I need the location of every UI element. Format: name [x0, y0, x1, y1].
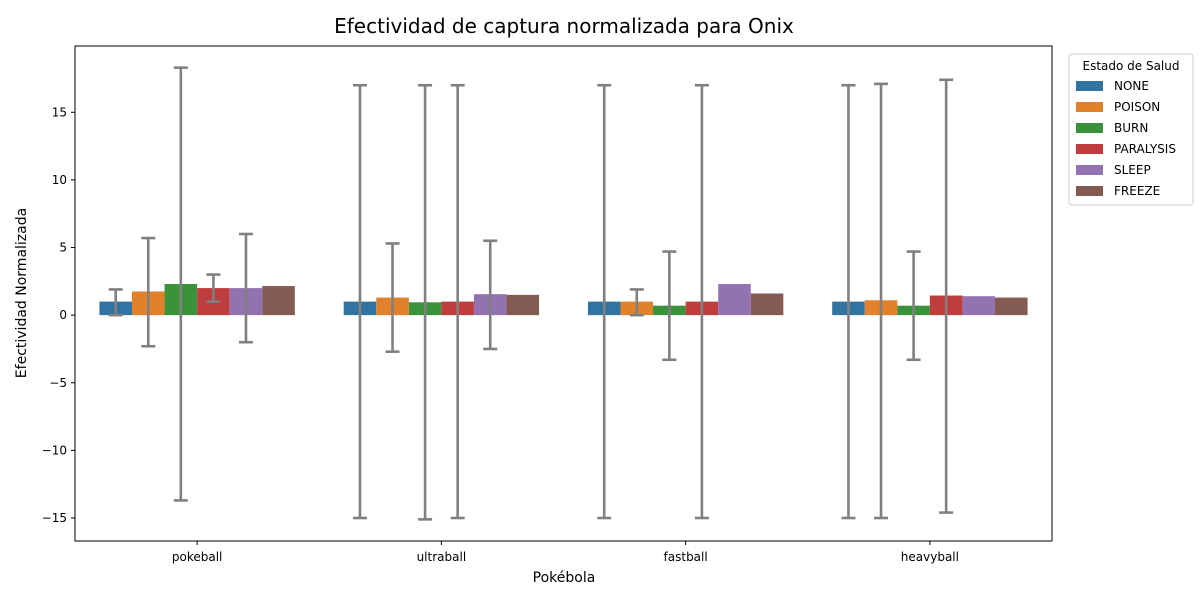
x-tick-label: ultraball — [417, 550, 467, 564]
legend-label-sleep: SLEEP — [1114, 163, 1151, 177]
errorbar-paralysis-heavyball — [939, 78, 954, 514]
errorbar-poison-ultraball — [385, 242, 400, 353]
errorbar-paralysis-pokeball — [206, 273, 221, 303]
bar-freeze-heavyball — [995, 297, 1028, 316]
legend-swatch-poison — [1076, 102, 1103, 112]
bar-freeze-fastball — [750, 293, 784, 316]
plot-area: −15 −10 −5 0 5 10 15 pokeball ultraball fastball h… — [42, 45, 1053, 564]
legend-label-paralysis: PARALYSIS — [1114, 142, 1176, 156]
legend-swatch-sleep — [1076, 165, 1103, 175]
errorbar-poison-fastball — [629, 288, 644, 317]
legend-label-none: NONE — [1114, 79, 1149, 93]
x-tick-label: pokeball — [172, 550, 223, 564]
errorbar-poison-heavyball — [874, 82, 889, 520]
bar-freeze-pokeball — [262, 286, 295, 316]
y-tick-label: −15 — [42, 511, 67, 525]
bar-freeze-ultraball — [506, 294, 540, 316]
errorbar-sleep-pokeball — [238, 232, 253, 344]
legend-label-freeze: FREEZE — [1114, 184, 1160, 198]
errorbar-paralysis-fastball — [694, 83, 709, 520]
errorbar-burn-ultraball — [418, 83, 433, 521]
y-axis-label: Efectividad Normalizada — [14, 208, 30, 378]
y-tick-label: 5 — [59, 241, 67, 255]
legend: Estado de Salud NONE POISON BURN PARALYSIS S… — [1068, 53, 1194, 206]
bar-sleep-heavyball — [962, 296, 996, 316]
y-tick-label: −5 — [49, 376, 67, 390]
errorbar-paralysis-ultraball — [450, 83, 465, 520]
y-tick-label: 15 — [52, 105, 67, 119]
x-axis-label: Pokébola — [533, 570, 596, 586]
legend-swatch-none — [1076, 81, 1103, 91]
errorbar-burn-fastball — [662, 250, 677, 362]
errorbar-burn-heavyball — [906, 250, 921, 362]
x-tick-label: fastball — [664, 550, 708, 564]
errorbar-poison-pokeball — [141, 236, 156, 348]
legend-swatch-burn — [1076, 123, 1103, 133]
errorbar-none-fastball — [597, 83, 612, 520]
x-tick-label: heavyball — [901, 550, 959, 564]
legend-swatch-freeze — [1076, 186, 1103, 196]
y-tick-label: −10 — [42, 443, 67, 457]
errorbar-none-heavyball — [841, 83, 856, 520]
legend-label-poison: POISON — [1114, 100, 1160, 114]
bar-sleep-fastball — [718, 284, 751, 316]
legend-swatch-paralysis — [1076, 144, 1103, 154]
y-tick-label: 0 — [59, 308, 67, 322]
legend-title: Estado de Salud — [1082, 59, 1179, 73]
plot-frame — [74, 45, 1053, 542]
y-tick-label: 10 — [52, 173, 67, 187]
errorbar-none-pokeball — [108, 288, 123, 317]
errorbar-none-ultraball — [352, 83, 367, 520]
errorbar-sleep-ultraball — [483, 239, 498, 351]
chart-title: Efectividad de captura normalizada para … — [334, 14, 794, 38]
errorbar-burn-pokeball — [173, 66, 188, 502]
legend-label-burn: BURN — [1114, 121, 1148, 135]
